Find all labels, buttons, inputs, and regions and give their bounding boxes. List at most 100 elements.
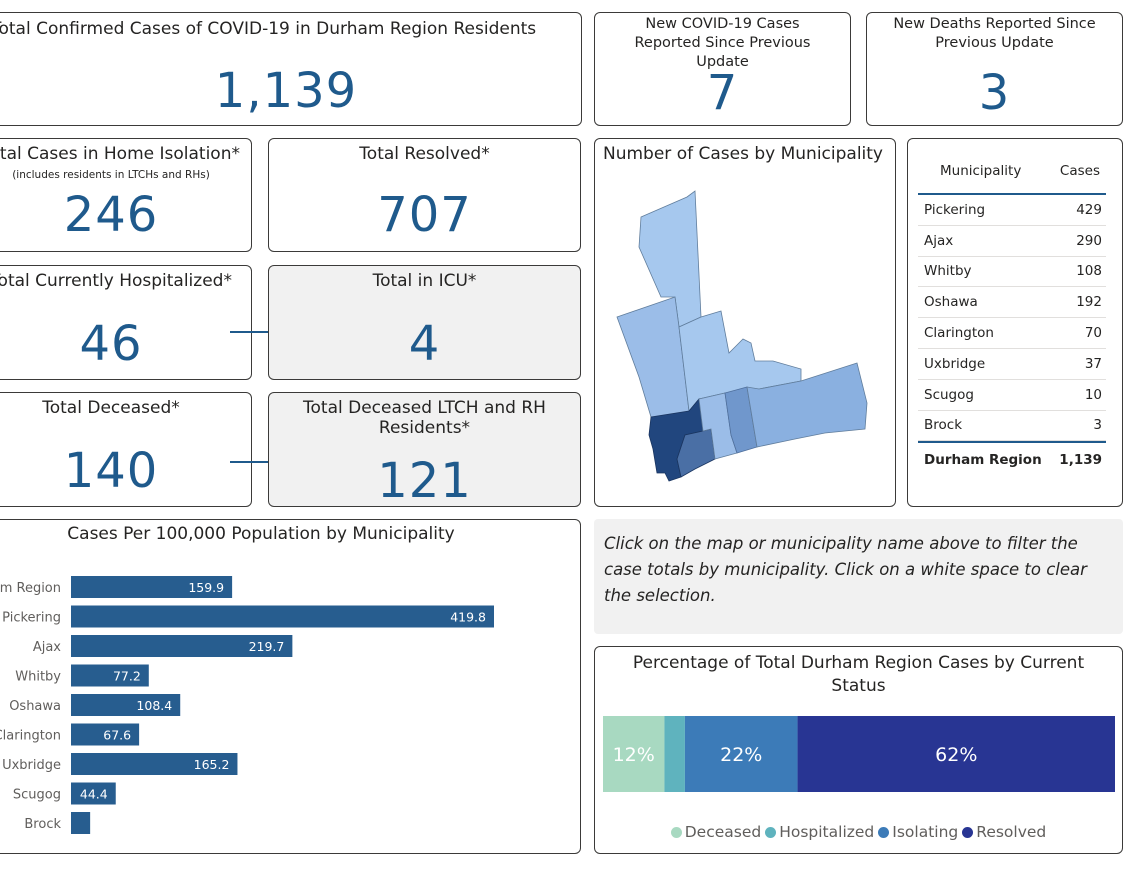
table-row[interactable]: Brock 3 <box>918 411 1106 442</box>
home-isolation-value: 246 <box>63 187 159 243</box>
stack-segment[interactable] <box>684 716 798 792</box>
legend-item[interactable]: Isolating <box>878 823 958 841</box>
bar[interactable] <box>71 664 149 687</box>
card-new-cases: New COVID-19 Cases Reported Since Previo… <box>594 12 851 126</box>
card-deceased-ltch: Total Deceased LTCH and RH Residents* 12… <box>268 392 581 507</box>
bar[interactable] <box>71 694 181 716</box>
card-title: Total Confirmed Cases of COVID-19 in Dur… <box>0 19 537 39</box>
deceased-ltch-value: 121 <box>377 453 472 507</box>
card-total-confirmed: Total Confirmed Cases of COVID-19 in Dur… <box>0 12 582 126</box>
bar[interactable] <box>71 576 233 598</box>
legend-dot-icon <box>962 827 974 838</box>
municipality-table-card: Municipality Cases Pickering 429 Ajax 290 Wh… <box>907 138 1123 507</box>
cases-per-100k-card: Cases Per 100,000 Population by Municipa… <box>0 519 581 854</box>
table-row[interactable]: Oshawa 192 <box>918 287 1106 319</box>
bar[interactable] <box>71 605 494 628</box>
card-note: (includes residents in LTCHs and RHs) <box>12 169 210 181</box>
municipality-name: Scugog <box>924 386 974 403</box>
data-label: 165.2 <box>194 757 230 772</box>
legend-label: Isolating <box>892 823 959 841</box>
case-count: 192 <box>1076 294 1102 311</box>
legend-label: Resolved <box>976 823 1047 841</box>
total-name: Durham Region <box>924 452 1042 469</box>
table-row[interactable]: Clarington 70 <box>918 318 1106 349</box>
stack-segment[interactable] <box>797 716 1115 792</box>
bar[interactable] <box>71 635 293 657</box>
table-row[interactable]: Scugog 10 <box>918 380 1106 411</box>
case-count: 290 <box>1076 232 1102 249</box>
header-municipality[interactable]: Municipality <box>940 163 1022 179</box>
category-label: am Region <box>0 581 61 596</box>
card-deceased: Total Deceased* 140 <box>0 392 252 507</box>
case-count: 3 <box>1093 417 1102 434</box>
resolved-value: 707 <box>377 187 472 243</box>
bar[interactable] <box>71 782 116 805</box>
segment-label: 12% <box>613 744 655 766</box>
municipality-name: Whitby <box>924 263 972 280</box>
data-label: 44.4 <box>80 787 108 802</box>
card-hospitalized: Total Currently Hospitalized* 46 <box>0 265 252 380</box>
card-title: New Deaths Reported Since Previous Updat… <box>893 16 1096 51</box>
card-title: Total Cases in Home Isolation* <box>0 144 240 164</box>
table-row[interactable]: Uxbridge 37 <box>918 349 1106 380</box>
municipality-name: Pickering <box>924 201 986 218</box>
map-region-oshawa[interactable] <box>724 386 758 454</box>
bar[interactable] <box>71 812 91 834</box>
legend-item[interactable]: Resolved <box>962 823 1046 841</box>
category-label: Scugog <box>13 788 61 803</box>
municipality-name: Oshawa <box>924 294 978 311</box>
card-new-deaths: New Deaths Reported Since Previous Updat… <box>866 12 1123 126</box>
case-count: 70 <box>1084 325 1102 342</box>
case-count: 429 <box>1076 201 1102 218</box>
status-stacked-bar[interactable]: 12% 22% 62% <box>603 716 1115 796</box>
bar[interactable] <box>71 753 238 775</box>
card-title: New COVID-19 Cases Reported Since Previo… <box>634 16 811 70</box>
legend-dot-icon <box>765 827 777 838</box>
stack-segment[interactable] <box>603 716 665 792</box>
legend-dot-icon <box>878 827 890 838</box>
card-icu: Total in ICU* 4 <box>268 265 581 380</box>
case-count: 10 <box>1084 386 1102 403</box>
icu-value: 4 <box>408 316 441 372</box>
data-label: 419.8 <box>450 610 486 625</box>
chart-title: Cases Per 100,000 Population by Municipa… <box>67 524 455 544</box>
table-row[interactable]: Pickering 429 <box>918 195 1106 226</box>
segment-label: 62% <box>935 744 977 766</box>
legend-label: Hospitalized <box>779 823 875 841</box>
bar[interactable] <box>71 723 140 746</box>
stack-segment[interactable] <box>664 716 685 792</box>
map-region-clarington[interactable] <box>746 362 868 448</box>
cases-per-100k-chart[interactable]: am Region 159.9 Pickering 419.8 Ajax 219.7 Whi… <box>0 560 551 850</box>
card-title: Total Resolved* <box>359 144 490 164</box>
table-row[interactable]: Ajax 290 <box>918 226 1106 257</box>
municipality-map[interactable] <box>595 167 895 507</box>
deceased-value: 140 <box>63 443 159 499</box>
table-header: Municipality Cases <box>918 149 1106 195</box>
category-label: Uxbridge <box>2 758 61 773</box>
total-confirmed-value: 1,139 <box>214 63 358 119</box>
data-label: 219.7 <box>249 639 285 654</box>
map-card: Number of Cases by Municipality <box>594 138 896 507</box>
table-row[interactable]: Whitby 108 <box>918 257 1106 288</box>
chart-legend: Deceased Hospitalized Isolating Resolved <box>595 823 1122 841</box>
legend-item[interactable]: Hospitalized <box>765 823 874 841</box>
category-label: Whitby <box>15 670 61 685</box>
table-total-row[interactable]: Durham Region 1,139 <box>918 441 1106 471</box>
municipality-name: Ajax <box>924 232 954 249</box>
filter-instructions: Click on the map or municipality name ab… <box>594 519 1123 634</box>
header-cases[interactable]: Cases <box>1059 163 1100 179</box>
chart-title: Percentage of Total Durham Region Cases … <box>632 653 1085 696</box>
hospitalized-value: 46 <box>79 316 143 372</box>
category-label: Pickering <box>2 611 61 626</box>
data-label: 159.9 <box>188 580 224 595</box>
category-label: Clarington <box>0 729 61 744</box>
data-label: 67.6 <box>103 728 131 743</box>
category-label: Brock <box>24 817 61 832</box>
card-resolved: Total Resolved* 707 <box>268 138 581 252</box>
segment-label: 22% <box>720 744 762 766</box>
new-cases-value: 7 <box>706 65 739 121</box>
new-deaths-value: 3 <box>978 65 1011 121</box>
legend-item[interactable]: Deceased <box>670 823 761 841</box>
card-title: Total Deceased* <box>42 398 180 418</box>
legend-dot-icon <box>670 827 682 838</box>
